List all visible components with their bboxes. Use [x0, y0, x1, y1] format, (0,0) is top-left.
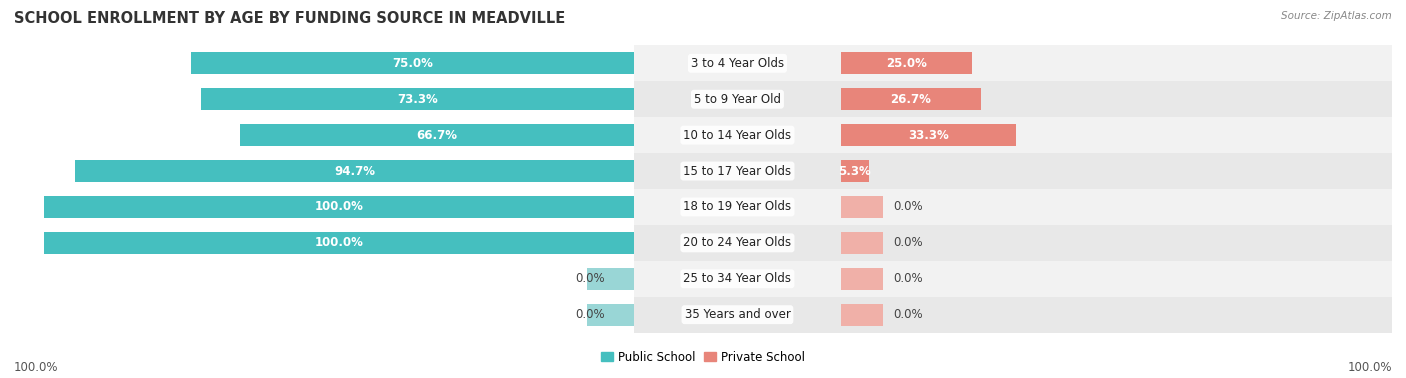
Bar: [634, 117, 1254, 153]
Bar: [841, 45, 1392, 81]
Text: 75.0%: 75.0%: [392, 57, 433, 70]
Text: 35 Years and over: 35 Years and over: [685, 308, 790, 321]
Bar: [634, 81, 841, 117]
Text: 0.0%: 0.0%: [893, 272, 922, 285]
Bar: [841, 52, 972, 74]
Bar: [841, 88, 981, 110]
Bar: [634, 153, 1254, 189]
Text: 0.0%: 0.0%: [893, 236, 922, 249]
Bar: [841, 268, 883, 290]
Text: 0.0%: 0.0%: [575, 308, 605, 321]
Bar: [634, 225, 1254, 261]
Bar: [634, 153, 841, 189]
Bar: [634, 261, 1254, 297]
Text: 33.3%: 33.3%: [908, 129, 949, 142]
Bar: [191, 52, 634, 74]
Text: 94.7%: 94.7%: [335, 164, 375, 178]
Text: 100.0%: 100.0%: [315, 236, 363, 249]
Bar: [75, 160, 634, 182]
Text: 5 to 9 Year Old: 5 to 9 Year Old: [695, 93, 780, 106]
Bar: [841, 232, 883, 254]
Text: 15 to 17 Year Olds: 15 to 17 Year Olds: [683, 164, 792, 178]
Text: 100.0%: 100.0%: [14, 361, 59, 374]
Text: 10 to 14 Year Olds: 10 to 14 Year Olds: [683, 129, 792, 142]
Text: 3 to 4 Year Olds: 3 to 4 Year Olds: [690, 57, 785, 70]
Text: 25 to 34 Year Olds: 25 to 34 Year Olds: [683, 272, 792, 285]
Bar: [841, 81, 1392, 117]
Bar: [841, 124, 1015, 146]
Text: 20 to 24 Year Olds: 20 to 24 Year Olds: [683, 236, 792, 249]
Bar: [841, 225, 1392, 261]
Bar: [841, 304, 883, 326]
Bar: [586, 304, 634, 326]
Bar: [841, 297, 1392, 333]
Bar: [634, 225, 841, 261]
Bar: [841, 261, 1392, 297]
Bar: [634, 261, 841, 297]
Bar: [634, 45, 841, 81]
Bar: [634, 297, 841, 333]
Bar: [841, 196, 883, 218]
Bar: [634, 117, 841, 153]
Text: 18 to 19 Year Olds: 18 to 19 Year Olds: [683, 200, 792, 214]
Text: Source: ZipAtlas.com: Source: ZipAtlas.com: [1281, 11, 1392, 21]
Text: 26.7%: 26.7%: [890, 93, 931, 106]
Text: 0.0%: 0.0%: [575, 272, 605, 285]
Legend: Public School, Private School: Public School, Private School: [596, 346, 810, 368]
Bar: [841, 160, 869, 182]
Bar: [634, 189, 1254, 225]
Bar: [240, 124, 634, 146]
Text: 5.3%: 5.3%: [838, 164, 872, 178]
Text: 100.0%: 100.0%: [315, 200, 363, 214]
Text: 0.0%: 0.0%: [893, 308, 922, 321]
Bar: [44, 232, 634, 254]
Bar: [586, 268, 634, 290]
Text: 66.7%: 66.7%: [416, 129, 458, 142]
Bar: [634, 297, 1254, 333]
Text: SCHOOL ENROLLMENT BY AGE BY FUNDING SOURCE IN MEADVILLE: SCHOOL ENROLLMENT BY AGE BY FUNDING SOUR…: [14, 11, 565, 26]
Text: 25.0%: 25.0%: [886, 57, 927, 70]
Bar: [634, 81, 1254, 117]
Bar: [44, 196, 634, 218]
Text: 100.0%: 100.0%: [1347, 361, 1392, 374]
Bar: [634, 189, 841, 225]
Text: 0.0%: 0.0%: [893, 200, 922, 214]
Bar: [841, 189, 1392, 225]
Bar: [841, 153, 1392, 189]
Text: 73.3%: 73.3%: [398, 93, 439, 106]
Bar: [841, 117, 1392, 153]
Bar: [634, 45, 1254, 81]
Bar: [201, 88, 634, 110]
